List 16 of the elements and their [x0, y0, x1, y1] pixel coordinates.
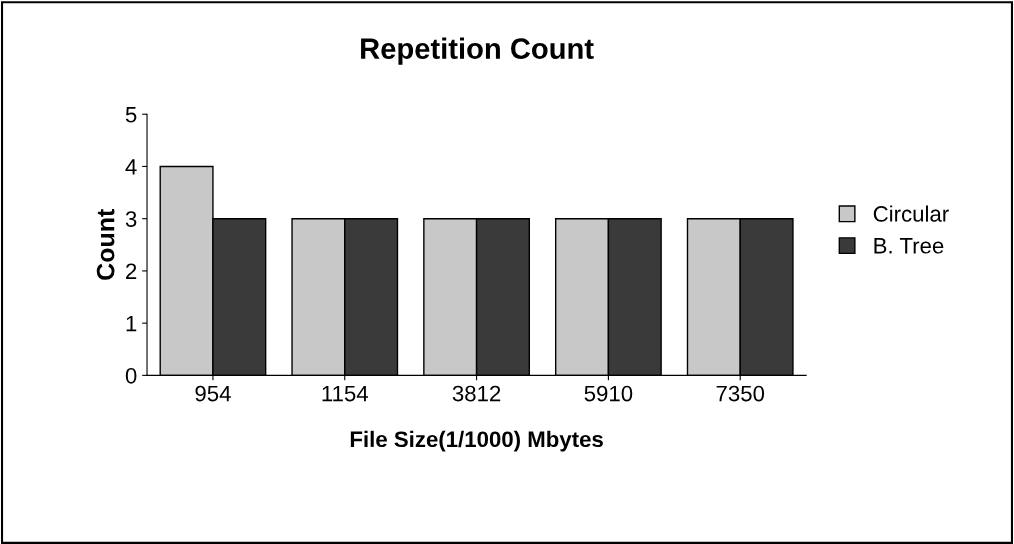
- y-tick-label: 0: [125, 367, 137, 384]
- y-tick-label: 1: [126, 315, 137, 332]
- x-tick-label: 5910: [584, 385, 633, 402]
- legend-label: B. Tree: [874, 238, 944, 254]
- x-tick-label: 1154: [322, 385, 369, 402]
- x-tick-label: 954: [195, 385, 231, 402]
- y-tick-label: 3: [125, 211, 137, 227]
- chart-title: Repetition Count: [361, 37, 594, 65]
- legend-label: Circular: [873, 205, 949, 222]
- x-tick-label: 3812: [452, 385, 501, 402]
- x-tick-label: 7350: [716, 385, 765, 402]
- y-tick-label: 4: [125, 159, 137, 175]
- y-tick-label: 2: [126, 263, 137, 279]
- x-axis-title: File Size(1/1000) Mbytes: [350, 430, 603, 452]
- y-tick-label: 5: [125, 107, 137, 123]
- y-axis-title: Count: [96, 209, 115, 280]
